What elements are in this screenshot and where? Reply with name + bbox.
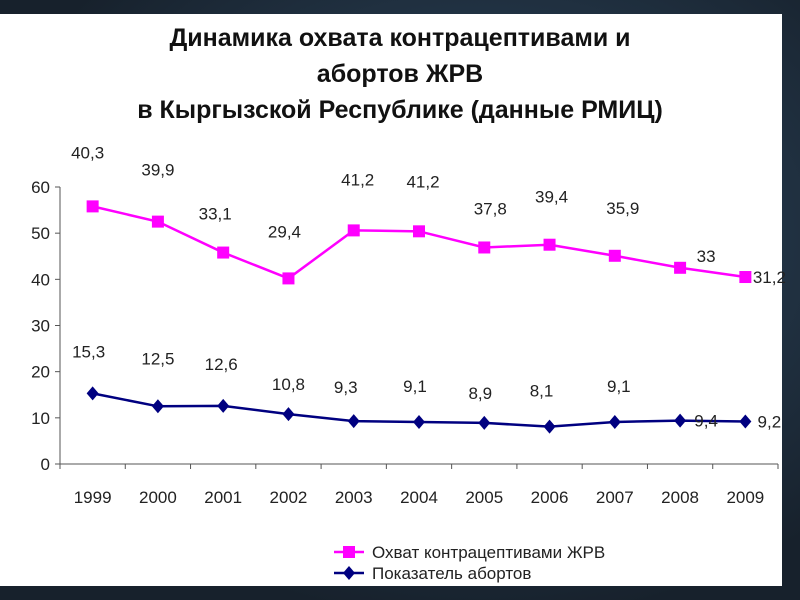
y-tick-label: 30 (31, 317, 50, 336)
series-1-point (674, 261, 687, 274)
x-tick-label: 2008 (661, 488, 699, 507)
legend-label-1: Охват контрацептивами ЖРВ (372, 543, 605, 562)
x-tick-label: 2004 (400, 488, 438, 507)
chart-title-line-2: абортов ЖРВ (316, 60, 484, 88)
y-tick-label: 0 (41, 455, 50, 474)
data-label: 10,8 (272, 375, 305, 394)
series-2-point (608, 414, 621, 429)
series-2-point (282, 407, 295, 422)
chart-title-line-1: Динамика охвата контрацептивами и (169, 24, 631, 52)
x-tick-label: 2005 (465, 488, 503, 507)
y-tick-label: 50 (31, 224, 50, 243)
data-label: 39,9 (141, 161, 174, 180)
series-2-point (217, 398, 230, 413)
data-label: 9,3 (334, 378, 358, 397)
data-label: 31,2 (753, 268, 786, 287)
series-2-point (347, 414, 360, 429)
x-tick-label: 2003 (335, 488, 373, 507)
series-1-point (413, 225, 425, 238)
x-tick-label: 2000 (139, 488, 177, 507)
x-tick-label: 2002 (270, 488, 308, 507)
data-label: 41,2 (406, 172, 439, 191)
series-1-point (86, 200, 99, 213)
y-tick-label: 10 (31, 409, 50, 428)
series-2-point (543, 419, 556, 434)
x-tick-label: 2007 (596, 488, 634, 507)
series-2-point (478, 415, 491, 430)
series-1-point (217, 246, 230, 259)
x-tick-label: 2006 (531, 488, 569, 507)
data-label: 37,8 (474, 199, 507, 218)
series-2-point (151, 399, 164, 414)
series-1-point (608, 249, 621, 262)
data-label: 29,4 (268, 222, 301, 241)
data-label: 39,4 (535, 188, 568, 207)
series-1-point (347, 224, 360, 237)
x-tick-label: 2009 (726, 488, 764, 507)
series-1-point (543, 238, 556, 251)
data-label: 40,3 (71, 143, 104, 162)
chart-title-line-3: в Кыргызской Республике (данные РМИЦ) (137, 96, 663, 124)
data-label: 8,1 (530, 382, 554, 401)
data-label: 15,3 (72, 342, 105, 361)
x-tick-label: 1999 (74, 488, 112, 507)
data-label: 41,2 (341, 170, 374, 189)
series-1-point (282, 272, 295, 285)
data-label: 33,1 (199, 205, 232, 224)
data-label: 33 (697, 247, 716, 266)
chart-title: Динамика охвата контрацептивами и аборто… (0, 20, 800, 128)
y-tick-label: 40 (31, 270, 50, 289)
series-1-point (151, 215, 164, 228)
series-line-1 (92, 205, 746, 280)
series-2-point (413, 414, 425, 429)
series-1-point (739, 271, 752, 284)
y-tick-label: 20 (31, 363, 50, 382)
series-2-point (739, 414, 752, 429)
data-label: 12,5 (141, 349, 174, 368)
data-label: 9,2 (758, 413, 782, 432)
legend-label-2: Показатель абортов (372, 564, 531, 583)
legend-marker-2 (343, 566, 355, 580)
legend-marker-1 (343, 546, 355, 558)
x-tick-label: 2001 (204, 488, 242, 507)
data-label: 8,9 (468, 384, 492, 403)
series-1-point (478, 241, 491, 254)
series-2-point (86, 386, 99, 401)
data-label: 12,6 (205, 355, 238, 374)
data-label: 9,4 (694, 412, 718, 431)
data-label: 9,1 (403, 377, 427, 396)
chart-panel (0, 14, 782, 586)
data-label: 9,1 (607, 377, 631, 396)
series-2-point (674, 413, 687, 428)
y-tick-label: 60 (31, 178, 50, 197)
data-label: 35,9 (606, 199, 639, 218)
